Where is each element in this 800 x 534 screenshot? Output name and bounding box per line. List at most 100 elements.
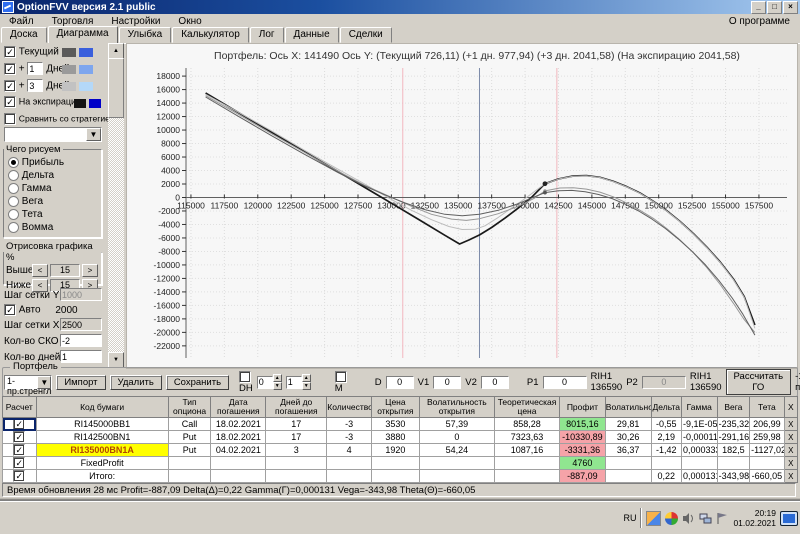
above-decrement-button[interactable]: < [32,264,48,277]
clock[interactable]: 20:19 01.02.2021 [733,508,776,528]
radio-icon[interactable] [8,170,19,181]
language-indicator[interactable]: RU [623,513,637,523]
m-checkbox[interactable]: ✓ [334,370,347,383]
minimize-button[interactable]: _ [751,0,766,14]
below-decrement-button[interactable]: < [32,279,48,292]
row-delete-button[interactable]: X [783,443,799,457]
sko-input[interactable] [60,334,102,347]
scrollbar-thumb[interactable] [108,58,124,118]
plus1-checkbox[interactable]: ✓ [4,62,16,75]
current-checkbox[interactable]: ✓ [4,46,16,58]
dh-checkbox[interactable]: ✓ [239,370,252,383]
checkbox-icon[interactable]: ✓ [13,431,26,443]
volume-icon[interactable] [682,512,695,525]
close-button[interactable]: × [783,0,798,14]
above-increment-button[interactable]: > [82,264,98,277]
tab-диаграмма[interactable]: Диаграмма [47,26,118,44]
maximize-button[interactable]: □ [767,0,782,14]
radio-прибыль[interactable]: Прибыль [8,157,97,168]
chevron-down-icon[interactable]: ▼ [86,128,101,141]
scroll-down-icon[interactable]: ▼ [108,352,124,368]
tab-калькулятор[interactable]: Калькулятор [172,27,249,43]
tab-данные[interactable]: Данные [284,27,339,43]
spin-down-icon[interactable]: ▼ [301,382,311,390]
radio-icon[interactable] [8,209,19,220]
above-percent-value[interactable]: 15 [50,264,80,277]
plus3-days-input[interactable] [27,79,44,92]
p1-input[interactable] [542,375,587,389]
row-delete-button[interactable]: X [783,430,799,444]
v1-label: V1 [417,376,430,388]
menu-file[interactable]: Файл [9,15,34,27]
d-input[interactable] [385,375,414,389]
compare-strategy-checkbox[interactable]: ✓ [4,113,16,125]
expiration-checkbox[interactable]: ✓ [4,96,16,108]
radio-icon[interactable] [8,157,19,168]
tab-сделки[interactable]: Сделки [339,27,392,43]
radio-icon[interactable] [8,222,19,233]
scroll-up-icon[interactable]: ▲ [108,43,124,59]
radio-icon[interactable] [8,196,19,207]
cell-дельта [650,456,683,470]
cell-дата-погашения [210,469,267,483]
menu-settings[interactable]: Настройки [111,15,161,27]
calc-margin-button[interactable]: Рассчитать ГО [725,369,792,395]
v2-input[interactable] [480,375,509,389]
grid-x-label: Шаг сетки X [4,320,60,331]
row-delete-button[interactable]: X [783,469,799,483]
checkbox-icon[interactable]: ✓ [13,418,26,430]
y-tick-label: -12000 [154,273,181,283]
radio-вомма[interactable]: Вомма [8,222,97,233]
checkbox-icon[interactable]: ✓ [13,470,26,482]
plus1-days-input[interactable] [27,62,44,75]
radio-гамма[interactable]: Гамма [8,183,97,194]
cell-цена-открытия [370,469,420,483]
column-header-дата-погашения: Дата погашения [210,396,267,418]
tab-улыбка[interactable]: Улыбка [118,27,172,43]
grid-x-input[interactable] [60,318,102,331]
spin-up-icon[interactable]: ▲ [301,374,311,382]
tray-pinwheel-icon[interactable] [665,511,679,525]
row-calc-checkbox: ✓ [2,443,37,457]
chevron-down-icon[interactable]: ▼ [37,375,52,389]
tray-app-icon[interactable] [646,510,662,526]
days-count-input[interactable] [60,350,102,363]
network-icon[interactable] [699,512,712,525]
strategy-select[interactable]: ▼ [4,127,102,142]
plus3-checkbox[interactable]: ✓ [4,79,16,92]
profit-chart[interactable]: Портфель: Ось X: 141490 Ось Y: (Текущий … [127,44,795,366]
save-button[interactable]: Сохранить [165,374,230,390]
preset-select[interactable]: 1-пр.стренгл ▼ [4,374,53,396]
menu-window[interactable]: Окно [178,15,202,27]
row-delete-button[interactable]: X [783,417,799,431]
flag-icon[interactable] [716,512,729,525]
cell-тип-опциона: Call [167,417,212,431]
v1-input[interactable] [433,375,462,389]
dh-spinner-1-input[interactable] [256,375,273,389]
dh-spinner-2-input[interactable] [285,375,302,389]
tab-лог[interactable]: Лог [249,27,284,43]
desktop-icon[interactable] [780,510,798,526]
radio-дельта[interactable]: Дельта [8,170,97,181]
spin-down-icon[interactable]: ▼ [272,382,282,390]
column-header-теоретическая-цена: Теоретическая цена [493,396,561,418]
menu-about[interactable]: О программе [728,15,790,27]
app-icon [2,1,14,13]
auto-checkbox[interactable]: ✓ [4,304,16,316]
panel-scrollbar[interactable]: ▲ ▼ [108,43,124,368]
tab-доска[interactable]: Доска [1,27,47,43]
radio-icon[interactable] [8,183,19,194]
p2-label: P2 [626,376,638,388]
cell-волатильность: 29,81 [604,417,652,431]
checkbox-icon[interactable]: ✓ [13,444,26,456]
row-delete-button[interactable]: X [783,456,799,470]
spin-up-icon[interactable]: ▲ [272,374,282,382]
radio-вега[interactable]: Вега [8,196,97,207]
import-button[interactable]: Импорт [56,374,106,390]
delete-button[interactable]: Удалить [109,374,162,390]
radio-тета[interactable]: Тета [8,209,97,220]
cell-волатильность-открытия: 54,24 [418,443,495,457]
menu-trading[interactable]: Торговля [51,15,94,27]
checkbox-icon[interactable]: ✓ [13,457,26,469]
cell-теоретическая-цена [493,469,561,483]
